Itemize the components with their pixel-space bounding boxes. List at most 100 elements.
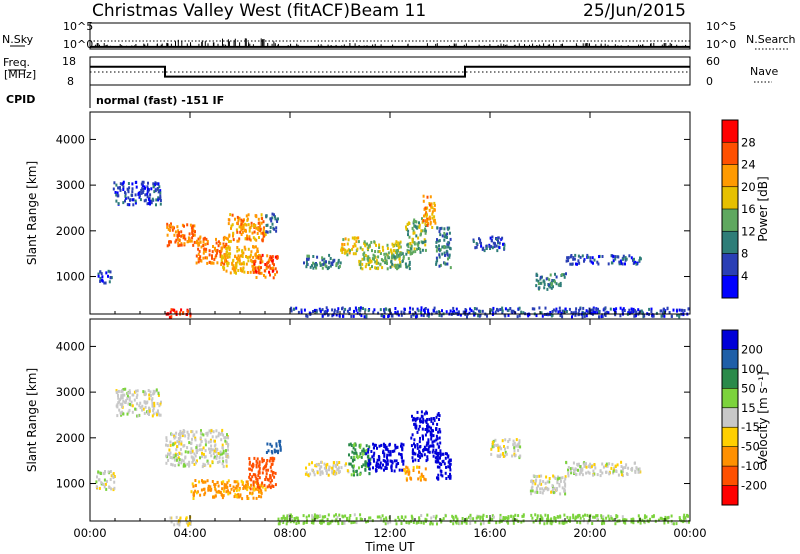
heatmap-cell xyxy=(548,278,551,282)
heatmap-cell xyxy=(251,475,254,479)
heatmap-cell xyxy=(375,465,378,468)
heatmap-cell xyxy=(204,249,207,253)
heatmap-cell xyxy=(175,515,178,519)
heatmap-cell xyxy=(207,486,210,490)
heatmap-cell xyxy=(320,263,323,267)
heatmap-cell xyxy=(577,259,580,263)
heatmap-cell xyxy=(188,441,191,445)
heatmap-cell xyxy=(367,448,370,451)
heatmap-cell xyxy=(247,259,250,263)
heatmap-cell xyxy=(430,437,433,441)
heatmap-cell xyxy=(413,231,416,235)
heatmap-cell xyxy=(221,443,224,447)
heatmap-cell xyxy=(275,449,278,453)
heatmap-cell xyxy=(138,193,141,197)
heatmap-cell xyxy=(270,256,273,260)
heatmap-cell xyxy=(364,460,367,464)
heatmap-cell xyxy=(358,455,361,459)
heatmap-cell xyxy=(214,483,217,487)
heatmap-cell xyxy=(348,251,351,255)
heatmap-cell xyxy=(533,307,536,311)
heatmap-cell xyxy=(414,444,416,448)
heatmap-cell xyxy=(468,311,471,315)
heatmap-cell xyxy=(421,241,424,245)
heatmap-cell xyxy=(222,449,225,453)
heatmap-cell xyxy=(436,413,439,417)
heatmap-cell xyxy=(403,469,406,473)
heatmap-cell xyxy=(107,470,110,474)
heatmap-cell xyxy=(222,489,225,493)
heatmap-cell xyxy=(234,486,237,490)
heatmap-cell xyxy=(553,486,556,490)
heatmap-cell xyxy=(183,236,185,240)
heatmap-cell xyxy=(101,278,103,282)
heatmap-cell xyxy=(353,520,356,524)
heatmap-cell xyxy=(601,255,604,258)
heatmap-cell xyxy=(418,223,421,227)
heatmap-cell xyxy=(384,522,387,526)
heatmap-cell xyxy=(142,189,145,193)
heatmap-cell xyxy=(110,276,113,280)
heatmap-cell xyxy=(319,263,322,267)
heatmap-cell xyxy=(587,464,590,468)
heatmap-cell xyxy=(358,466,360,470)
heatmap-cell xyxy=(627,466,630,470)
heatmap-cell xyxy=(245,229,247,233)
heatmap-cell xyxy=(235,271,237,275)
heatmap-cell xyxy=(313,308,316,312)
heatmap-cell xyxy=(256,478,259,481)
heatmap-cell xyxy=(245,223,248,227)
heatmap-cell xyxy=(600,315,603,319)
heatmap-cell xyxy=(122,188,125,191)
heatmap-cell xyxy=(474,520,477,524)
heatmap-cell xyxy=(435,262,438,266)
heatmap-cell xyxy=(369,258,371,262)
heatmap-cell xyxy=(255,238,258,242)
heatmap-cell xyxy=(341,246,344,250)
heatmap-cell xyxy=(215,241,218,245)
heatmap-cell xyxy=(436,437,439,441)
heatmap-cell xyxy=(363,257,366,261)
heatmap-cell xyxy=(375,461,378,465)
heatmap-cell xyxy=(490,452,493,456)
heatmap-cell xyxy=(258,236,260,239)
heatmap-cell xyxy=(414,250,417,254)
heatmap-cell xyxy=(321,518,324,522)
nsky-label: N.Sky xyxy=(2,33,34,46)
heatmap-cell xyxy=(178,458,181,462)
heatmap-cell xyxy=(225,464,228,468)
heatmap-cell xyxy=(409,249,412,253)
heatmap-cell xyxy=(191,437,193,441)
heatmap-cell xyxy=(497,239,499,243)
heatmap-cell xyxy=(238,256,241,260)
heatmap-cell xyxy=(221,496,224,500)
heatmap-cell xyxy=(582,514,585,518)
heatmap-cell xyxy=(348,462,351,466)
heatmap-cell xyxy=(338,461,341,464)
heatmap-cell xyxy=(679,517,681,521)
heatmap-cell xyxy=(394,518,397,522)
time-tick-label: 00:00 xyxy=(73,526,106,540)
heatmap-cell xyxy=(364,265,367,269)
heatmap-cell xyxy=(210,444,213,448)
heatmap-cell xyxy=(396,310,399,314)
heatmap-cell xyxy=(373,257,375,261)
heatmap-cell xyxy=(245,255,248,258)
heatmap-cell xyxy=(561,486,564,490)
heatmap-cell xyxy=(449,246,451,250)
heatmap-cell xyxy=(228,248,231,252)
heatmap-cell xyxy=(124,387,127,391)
heatmap-cell xyxy=(248,229,251,233)
heatmap-cell xyxy=(355,453,358,457)
heatmap-cell xyxy=(190,226,193,230)
heatmap-cell xyxy=(194,438,197,442)
heatmap-cell xyxy=(135,180,138,184)
power-colorbar-tick-label: 4 xyxy=(741,269,748,283)
heatmap-cell xyxy=(297,310,300,314)
heatmap-cell xyxy=(269,456,272,460)
heatmap-cell xyxy=(285,522,288,526)
heatmap-cell xyxy=(551,488,554,492)
heatmap-cell xyxy=(131,190,134,194)
heatmap-cell xyxy=(534,513,537,517)
heatmap-cell xyxy=(335,513,337,517)
